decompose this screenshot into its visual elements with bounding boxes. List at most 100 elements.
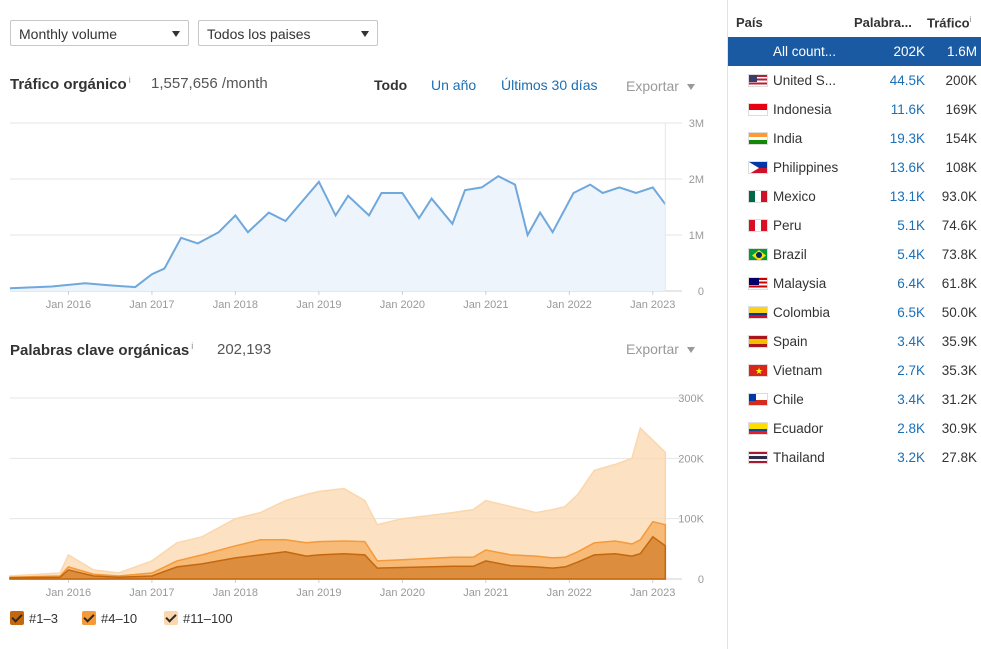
my-flag-icon: [748, 277, 768, 290]
tab-one-year[interactable]: Un año: [431, 77, 477, 93]
keywords-count-link[interactable]: 5.1K: [897, 218, 925, 233]
x-tick-label: Jan 2021: [463, 299, 508, 311]
table-row[interactable]: Mexico 13.1K 93.0K: [728, 182, 981, 211]
traffic-value: 1,557,656 /month: [151, 75, 268, 92]
info-icon[interactable]: i: [128, 75, 131, 85]
y-tick-label: 1M: [689, 230, 704, 242]
x-tick-label: Jan 2019: [296, 587, 341, 599]
traffic-value: 27.8K: [941, 450, 977, 465]
table-row[interactable]: All count... 202K 1.6M: [728, 37, 981, 66]
column-header-country[interactable]: País: [736, 15, 763, 30]
volume-select[interactable]: Monthly volume: [10, 20, 189, 46]
tab-last-30-days[interactable]: Últimos 30 días: [501, 77, 598, 93]
column-header-traffic[interactable]: Tráficoi: [927, 15, 972, 31]
table-row[interactable]: Malaysia 6.4K 61.8K: [728, 269, 981, 298]
country-name: Philippines: [773, 160, 839, 175]
keywords-area-series-1: [9, 426, 667, 580]
keywords-count-link[interactable]: 2.8K: [897, 421, 925, 436]
tab-all[interactable]: Todo: [374, 77, 408, 93]
info-icon[interactable]: i: [191, 341, 194, 351]
traffic-value: 74.6K: [941, 218, 977, 233]
table-row[interactable]: Indonesia 11.6K 169K: [728, 95, 981, 124]
keywords-count-link[interactable]: 19.3K: [889, 131, 925, 146]
traffic-value: 30.9K: [941, 421, 977, 436]
co-flag-icon: [748, 306, 768, 319]
keywords-count-link[interactable]: 6.4K: [897, 276, 925, 291]
x-tick-label: Jan 2023: [630, 299, 675, 311]
id-flag-icon: [748, 103, 768, 116]
x-tick-label: Jan 2020: [380, 299, 425, 311]
y-tick-label: 2M: [689, 174, 704, 186]
export-traffic-button[interactable]: Exportar: [626, 78, 695, 94]
country-select-value: Todos los paises: [207, 26, 311, 42]
info-icon[interactable]: i: [969, 15, 972, 24]
x-tick-label: Jan 2022: [547, 587, 592, 599]
x-tick-label: Jan 2022: [547, 299, 592, 311]
x-tick-label: Jan 2018: [213, 299, 258, 311]
traffic-value: 1.6M: [946, 44, 977, 59]
country-name: Chile: [773, 392, 804, 407]
keywords-count-link[interactable]: 3.4K: [897, 334, 925, 349]
keywords-title: Palabras clave orgánicas i: [10, 341, 194, 359]
countries-panel: País Palabra... Tráficoi All count... 202…: [727, 0, 981, 649]
keywords-count-link[interactable]: 44.5K: [889, 73, 925, 88]
legend-item-top100[interactable]: #11–100: [164, 611, 233, 626]
ec-flag-icon: [748, 422, 768, 435]
table-row[interactable]: Colombia 6.5K 50.0K: [728, 298, 981, 327]
keywords-count-link[interactable]: 3.2K: [897, 450, 925, 465]
chevron-down-icon: [172, 31, 180, 37]
table-row[interactable]: Philippines 13.6K 108K: [728, 153, 981, 182]
chevron-down-icon: [686, 347, 695, 354]
table-row[interactable]: Spain 3.4K 35.9K: [728, 327, 981, 356]
keywords-count-link[interactable]: 3.4K: [897, 392, 925, 407]
us-flag-icon: [748, 74, 768, 87]
country-name: Mexico: [773, 189, 816, 204]
traffic-title: Tráfico orgánico i: [10, 75, 131, 93]
traffic-line: [9, 175, 667, 290]
table-row[interactable]: Ecuador 2.8K 30.9K: [728, 414, 981, 443]
country-name: Thailand: [773, 450, 825, 465]
keywords-count-link[interactable]: 2.7K: [897, 363, 925, 378]
br-flag-icon: [748, 248, 768, 261]
traffic-value: 200K: [945, 73, 977, 88]
legend-item-top10[interactable]: #4–10: [82, 611, 137, 626]
pe-flag-icon: [748, 219, 768, 232]
traffic-value: 108K: [945, 160, 977, 175]
country-name: Malaysia: [773, 276, 827, 291]
x-tick-label: Jan 2018: [213, 587, 258, 599]
country-select[interactable]: Todos los paises: [198, 20, 378, 46]
table-row[interactable]: Peru 5.1K 74.6K: [728, 211, 981, 240]
traffic-value: 35.3K: [941, 363, 977, 378]
checkbox-icon: [164, 611, 178, 625]
traffic-value: 93.0K: [941, 189, 977, 204]
keywords-count-link[interactable]: 13.6K: [889, 160, 925, 175]
table-row[interactable]: ★ Vietnam 2.7K 35.3K: [728, 356, 981, 385]
country-name: Ecuador: [773, 421, 824, 436]
traffic-value: 31.2K: [941, 392, 977, 407]
table-row[interactable]: Chile 3.4K 31.2K: [728, 385, 981, 414]
table-row[interactable]: Thailand 3.2K 27.8K: [728, 443, 981, 472]
country-name: United S...: [773, 73, 837, 88]
x-tick-label: Jan 2021: [463, 587, 508, 599]
keywords-count-link[interactable]: 202K: [893, 44, 925, 59]
table-row[interactable]: United S... 44.5K 200K: [728, 66, 981, 95]
country-name: Peru: [773, 218, 802, 233]
y-tick-label: 0: [698, 574, 704, 586]
ph-flag-icon: [748, 161, 768, 174]
chevron-down-icon: [361, 31, 369, 37]
x-tick-label: Jan 2019: [296, 299, 341, 311]
column-header-keywords[interactable]: Palabra...: [854, 15, 912, 30]
table-row[interactable]: India 19.3K 154K: [728, 124, 981, 153]
export-keywords-button[interactable]: Exportar: [626, 341, 695, 357]
keywords-count-link[interactable]: 11.6K: [890, 102, 925, 117]
table-row[interactable]: Brazil 5.4K 73.8K: [728, 240, 981, 269]
country-name: Brazil: [773, 247, 807, 262]
y-tick-label: 200K: [678, 453, 704, 465]
keywords-count-link[interactable]: 6.5K: [897, 305, 925, 320]
keywords-count-link[interactable]: 5.4K: [897, 247, 925, 262]
chevron-down-icon: [686, 84, 695, 91]
keywords-count-link[interactable]: 13.1K: [889, 189, 925, 204]
x-tick-label: Jan 2023: [630, 587, 675, 599]
country-name: Colombia: [773, 305, 831, 320]
legend-item-top3[interactable]: #1–3: [10, 611, 58, 626]
